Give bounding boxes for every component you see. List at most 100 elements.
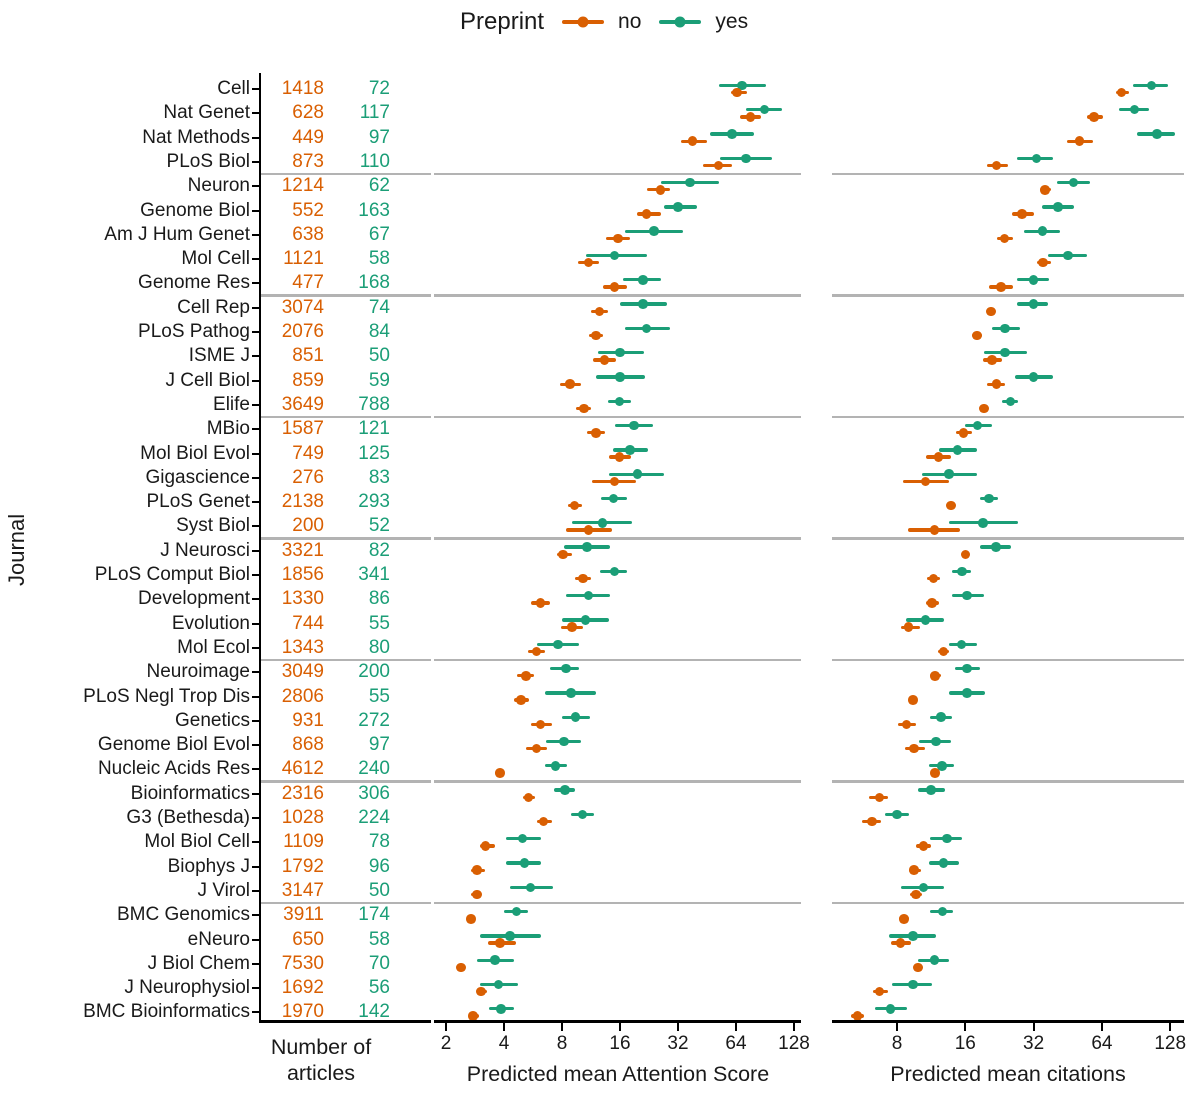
article-count-no: 2316: [281, 782, 324, 804]
article-count-yes: 788: [358, 393, 390, 415]
attention-point-no: [480, 841, 491, 851]
article-count-no: 3911: [283, 904, 324, 926]
attention-point-yes: [490, 955, 500, 965]
article-count-yes: 293: [358, 491, 390, 513]
attention-x-tick-label: 128: [778, 1032, 810, 1054]
citations-point-no: [991, 160, 1002, 171]
y-axis-tick: [251, 282, 259, 285]
y-axis-tick: [251, 598, 259, 601]
citations-point-no: [913, 962, 923, 973]
citations-point-no: [986, 306, 996, 317]
y-axis-tick: [251, 671, 259, 674]
attention-point-yes: [608, 493, 619, 504]
y-axis-tick: [251, 744, 259, 747]
citations-point-yes: [972, 420, 983, 431]
article-count-no: 638: [292, 223, 324, 245]
journal-label: J Neurosci: [160, 539, 250, 561]
article-count-no: 1856: [281, 564, 324, 585]
attention-x-tick: [793, 1022, 795, 1031]
attention-x-axis-line: [434, 1019, 801, 1023]
citations-point-yes: [944, 469, 955, 479]
y-axis-tick: [251, 501, 259, 504]
article-count-no: 1028: [281, 807, 324, 828]
citations-x-tick: [1032, 1022, 1035, 1031]
article-count-no: 744: [292, 612, 324, 634]
attention-point-yes: [632, 469, 643, 479]
citations-x-tick-label: 128: [1154, 1032, 1187, 1054]
citations-x-tick-label: 64: [1091, 1032, 1113, 1054]
attention-point-no: [558, 549, 568, 560]
y-axis-tick: [251, 452, 259, 455]
journal-label: MBio: [206, 418, 250, 440]
citations-point-yes: [942, 833, 952, 844]
attention-point-no: [472, 865, 482, 875]
article-count-no: 200: [292, 515, 324, 537]
article-count-no: 1418: [281, 78, 324, 99]
attention-point-yes: [637, 275, 648, 285]
article-count-no: 1109: [283, 831, 324, 853]
attention-x-tick: [445, 1022, 447, 1031]
attention-x-tick: [677, 1022, 679, 1031]
attention-point-yes: [511, 906, 522, 917]
citations-point-yes: [1000, 323, 1011, 334]
attention-point-yes: [741, 153, 751, 164]
attention-point-no: [565, 379, 575, 389]
attention-point-yes: [525, 882, 536, 893]
journal-label: G3 (Bethesda): [126, 807, 250, 828]
attention-x-tick: [503, 1022, 505, 1031]
y-axis-tick: [251, 962, 259, 965]
journal-label: Mol Biol Cell: [144, 831, 250, 853]
attention-point-no: [655, 185, 666, 195]
citations-point-no: [1074, 136, 1085, 146]
citations-point-no: [874, 792, 885, 803]
attention-point-yes: [629, 420, 639, 431]
citations-point-no: [945, 500, 956, 511]
citations-point-no: [996, 282, 1006, 292]
journal-label: PLoS Genet: [146, 491, 250, 513]
article-count-yes: 96: [368, 855, 390, 877]
group-separator: [258, 658, 431, 662]
journal-label: BMC Genomics: [116, 904, 250, 926]
article-count-no: 4612: [281, 758, 324, 780]
attention-point-yes: [641, 323, 652, 334]
article-count-no: 851: [292, 345, 324, 367]
citations-point-yes: [1028, 299, 1039, 309]
citations-point-no: [930, 671, 941, 681]
article-count-no: 1330: [281, 588, 324, 610]
y-axis-tick: [251, 403, 259, 406]
citations-point-yes: [1053, 202, 1063, 212]
journal-label: Bioinformatics: [130, 782, 250, 804]
article-count-no: 931: [292, 709, 324, 731]
attention-point-no: [472, 889, 482, 900]
journal-label: PLoS Negl Trop Dis: [83, 685, 250, 707]
attention-point-yes: [727, 129, 737, 139]
article-count-yes: 78: [368, 831, 390, 853]
attention-point-no: [583, 257, 594, 268]
citations-x-tick: [964, 1022, 967, 1031]
article-count-yes: 70: [368, 952, 390, 974]
attention-point-yes: [566, 688, 576, 698]
citations-point-no: [1116, 87, 1127, 98]
journal-label: Nat Genet: [163, 102, 250, 124]
journal-label: Genome Biol: [140, 199, 250, 221]
journal-label: Neuroimage: [146, 661, 251, 683]
attention-point-no: [475, 986, 486, 997]
attention-x-tick-label: 8: [556, 1032, 568, 1054]
citations-x-axis-title: Predicted mean citations: [890, 1062, 1126, 1086]
article-count-yes: 58: [368, 248, 390, 270]
citations-point-no: [901, 719, 912, 730]
y-axis-tick: [251, 331, 259, 333]
legend-title: Preprint: [460, 8, 545, 35]
attention-point-no: [538, 816, 549, 827]
y-axis-tick: [251, 574, 259, 576]
attention-point-yes: [685, 177, 695, 188]
attention-point-no: [613, 233, 623, 244]
article-count-no: 276: [292, 466, 324, 488]
citations-point-yes: [936, 712, 946, 722]
group-separator: [258, 415, 431, 419]
attention-point-yes: [561, 663, 571, 674]
journal-label: Mol Ecol: [177, 636, 250, 658]
y-axis-tick: [251, 136, 259, 139]
attention-point-no: [594, 306, 605, 317]
attention-x-tick-label: 32: [667, 1032, 689, 1054]
